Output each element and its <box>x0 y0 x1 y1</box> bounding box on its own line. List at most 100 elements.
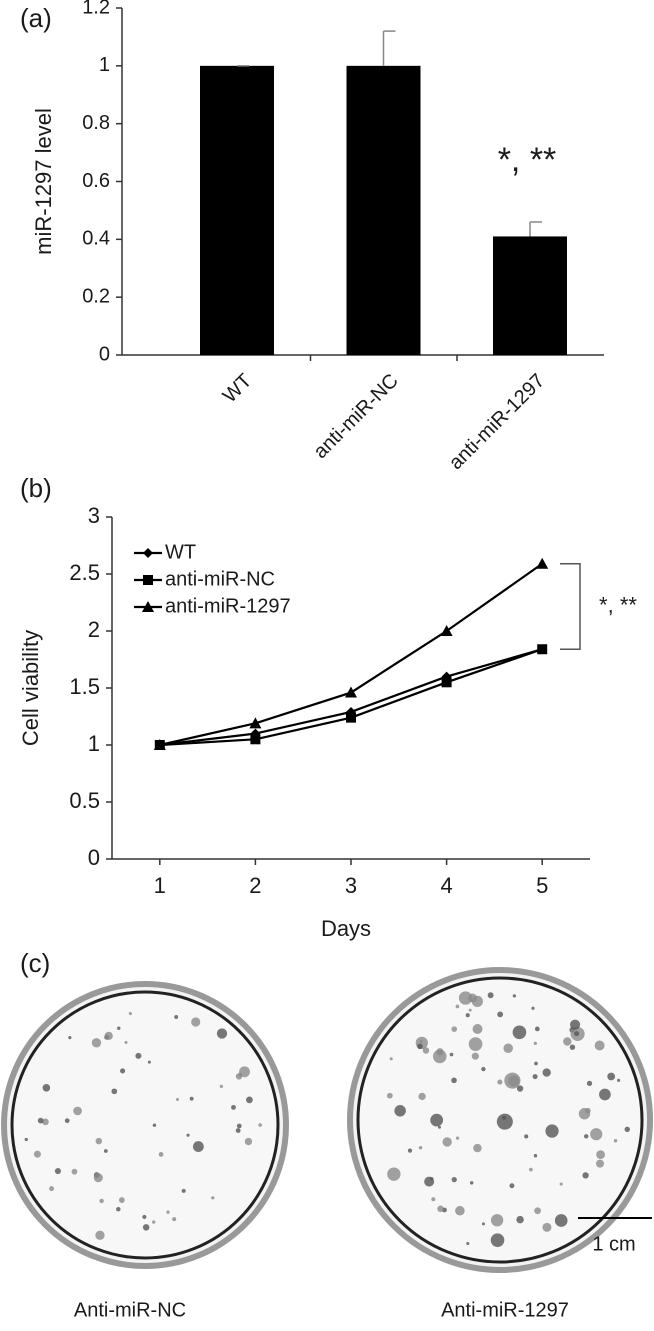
colony <box>142 1224 150 1231</box>
colony <box>118 1197 125 1203</box>
colony <box>158 1152 164 1157</box>
colony <box>128 1011 132 1016</box>
y-tick-label: 0.6 <box>82 170 110 192</box>
colony <box>418 1145 423 1150</box>
colony <box>451 1026 458 1032</box>
colony <box>472 1024 483 1035</box>
colony <box>468 1037 483 1051</box>
colony <box>186 1133 190 1137</box>
colonies <box>24 991 630 1247</box>
colony <box>574 1031 580 1037</box>
colony <box>533 1041 537 1045</box>
colony <box>451 1176 457 1183</box>
colony <box>534 1061 538 1066</box>
colony <box>490 1233 505 1247</box>
colony <box>583 1134 589 1139</box>
colony <box>455 1004 460 1009</box>
colony <box>231 1104 236 1110</box>
colony <box>93 1173 103 1183</box>
y-tick-label: 2 <box>88 617 100 642</box>
colony <box>236 1123 242 1129</box>
marker <box>346 712 356 723</box>
colony <box>524 1134 529 1139</box>
x-tick-label: 2 <box>249 873 261 898</box>
colony <box>512 994 516 998</box>
colony <box>104 1031 113 1040</box>
colony <box>458 991 473 1005</box>
colony <box>531 1006 535 1010</box>
colony <box>490 1214 504 1227</box>
y-tick-label: 1.2 <box>82 0 110 18</box>
x-axis-label: Days <box>321 916 371 941</box>
legend-label: anti-miR-1297 <box>165 595 291 617</box>
colony <box>152 1220 156 1224</box>
marker <box>536 557 549 569</box>
colony <box>116 1206 121 1212</box>
colony <box>534 1026 540 1032</box>
colony <box>516 1215 524 1224</box>
panel-label: (a) <box>20 3 52 33</box>
bar <box>493 236 567 355</box>
colony <box>487 992 494 999</box>
y-axis-label: miR-1297 level <box>31 108 56 255</box>
colony <box>497 1011 504 1018</box>
colony <box>599 1088 611 1101</box>
colony <box>569 1044 576 1050</box>
annotation: *, ** <box>498 141 557 179</box>
colony <box>135 1052 142 1059</box>
dish-left <box>1 981 289 1269</box>
colony <box>594 1040 605 1051</box>
error-bar <box>382 30 396 66</box>
colony <box>465 1013 470 1018</box>
colony <box>181 1188 186 1193</box>
colony <box>422 1047 430 1054</box>
scale-label: 1 cm <box>592 1233 635 1255</box>
y-tick-label: 0 <box>88 845 100 870</box>
marker <box>249 717 262 729</box>
x-tick-label: 4 <box>440 873 452 898</box>
colony <box>235 1073 243 1080</box>
x-tick-label: 1 <box>154 873 166 898</box>
colony <box>613 1139 618 1143</box>
y-tick-label: 0.5 <box>69 788 100 813</box>
colony <box>235 1128 241 1133</box>
x-tick-label: 5 <box>536 873 548 898</box>
y-tick-label: 2.5 <box>69 560 100 585</box>
colony <box>455 1136 460 1140</box>
x-tick-label: anti-miR-1297 <box>445 370 549 474</box>
colony <box>244 1137 253 1146</box>
colony <box>466 1242 470 1246</box>
colony <box>386 1092 393 1099</box>
x-tick-label: 3 <box>345 873 357 898</box>
y-tick-label: 1.5 <box>69 674 100 699</box>
colony <box>37 1117 44 1124</box>
y-tick-label: 1 <box>99 54 110 76</box>
colony <box>142 1214 147 1220</box>
colony <box>191 1017 201 1027</box>
colony <box>534 1207 541 1215</box>
colony <box>99 1198 104 1204</box>
colony <box>174 1015 179 1019</box>
y-tick-label: 0.4 <box>82 228 110 250</box>
colony <box>95 1137 103 1145</box>
annotation: *, ** <box>599 592 637 617</box>
colony <box>124 1040 128 1044</box>
colony <box>219 1084 224 1089</box>
y-tick-label: 0 <box>99 343 110 365</box>
marker <box>153 739 166 750</box>
colony <box>563 1037 572 1046</box>
colony <box>607 1072 616 1081</box>
marker <box>440 625 453 636</box>
colony <box>49 1186 55 1192</box>
colony <box>503 1043 513 1054</box>
colony <box>508 1075 520 1087</box>
colony <box>442 1137 452 1147</box>
colony <box>496 1113 513 1130</box>
colony <box>451 1077 457 1084</box>
colony <box>570 1019 581 1030</box>
colony <box>596 1159 605 1168</box>
colony <box>471 995 483 1008</box>
colony <box>147 1060 151 1064</box>
colony <box>103 1149 108 1153</box>
colony <box>211 1196 215 1200</box>
